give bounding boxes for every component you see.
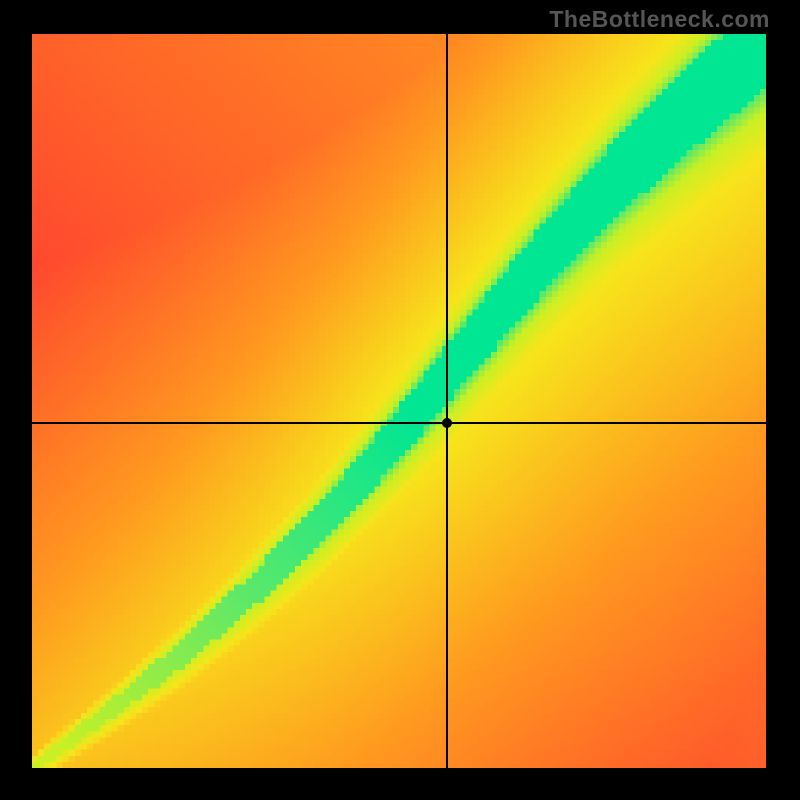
heatmap-plot-area: [32, 34, 766, 768]
crosshair-marker: [442, 418, 452, 428]
crosshair-vertical: [446, 34, 448, 768]
chart-container: TheBottleneck.com: [0, 0, 800, 800]
watermark-text: TheBottleneck.com: [549, 6, 770, 33]
heatmap-canvas: [32, 34, 766, 768]
crosshair-horizontal: [32, 422, 766, 424]
